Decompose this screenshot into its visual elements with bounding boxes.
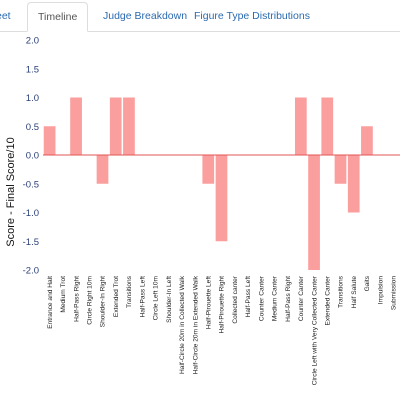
- x-category-label: Medium Trot: [60, 276, 67, 313]
- y-tick-label: 1.0: [26, 93, 39, 104]
- x-category-label: Half-Pass Left: [139, 276, 146, 318]
- x-category-label: Half-Pirouette Right: [219, 276, 226, 334]
- x-category-label: Half-Pass Left: [245, 276, 252, 318]
- x-category-label: Circle Right 10m: [86, 276, 93, 325]
- x-category-label: Half-Pirouette Left: [205, 276, 212, 329]
- tab-judge-breakdown[interactable]: Judge Breakdown: [103, 10, 188, 22]
- bar[interactable]: [294, 97, 307, 156]
- tab-timeline[interactable]: Timeline: [27, 2, 89, 32]
- x-category-label: Counter Canter: [258, 275, 265, 321]
- x-category-label: Extended Trot: [113, 276, 120, 317]
- y-tick-label: -1.5: [23, 237, 39, 248]
- bar[interactable]: [96, 155, 109, 184]
- bar[interactable]: [43, 126, 56, 155]
- bar[interactable]: [215, 155, 228, 242]
- x-category-label: Half-Pass Right: [73, 276, 80, 322]
- x-category-label: Impulsion: [377, 276, 384, 305]
- x-category-label: Half-Circle 20m in Collected Walk: [179, 275, 186, 374]
- x-category-label: Transitions: [126, 275, 133, 308]
- bars: [43, 97, 373, 270]
- x-category-label: Medium Canter: [272, 275, 279, 321]
- y-tick-label: -0.5: [23, 179, 39, 190]
- x-category-label: Circle Left 10m: [153, 275, 160, 320]
- x-category-label: Entrance and Halt: [47, 276, 54, 329]
- bar[interactable]: [202, 155, 215, 184]
- x-category-label: Collected canter: [232, 275, 239, 323]
- y-tick-label: 1.5: [26, 64, 39, 75]
- x-category-label: Circle Left with Very Collected Canter: [311, 275, 318, 385]
- x-category-label: Half-Circle 20m in Extended Walk: [192, 275, 199, 374]
- y-tick-label: -1.0: [23, 208, 39, 219]
- x-category-label: Gaits: [364, 275, 371, 291]
- x-category-label: Half-Pass Right: [285, 276, 292, 322]
- tab-figure-type-distributions[interactable]: Figure Type Distributions: [194, 10, 310, 22]
- tab-bar: eet Timeline Judge Breakdown Figure Type…: [0, 0, 400, 32]
- bar[interactable]: [334, 155, 347, 184]
- y-tick-label: 0.5: [26, 122, 39, 133]
- y-axis: 2.0 1.5 1.0 0.5 0.0 -0.5 -1.0 -1.5 -2.0: [23, 36, 39, 277]
- bar[interactable]: [109, 97, 122, 156]
- bar[interactable]: [347, 155, 360, 213]
- x-category-label: Extended Canter: [324, 275, 331, 325]
- bar[interactable]: [70, 97, 82, 156]
- x-category-label: Half Salute: [351, 276, 358, 309]
- timeline-chart: Score - Final Score/10 2.0 1.5 1.0 0.5 0.0 -0…: [5, 36, 400, 385]
- y-tick-label: 2.0: [26, 36, 39, 47]
- y-tick-label: 0.0: [26, 151, 39, 162]
- bar[interactable]: [123, 97, 135, 156]
- x-axis-labels: Entrance and Halt Medium Trot Half-Pass Ri…: [47, 275, 398, 385]
- y-axis-label: Score - Final Score/10: [5, 137, 17, 246]
- bar[interactable]: [308, 155, 320, 270]
- x-category-label: Submission: [391, 276, 398, 310]
- x-category-label: Counter Canter: [298, 275, 305, 321]
- bar[interactable]: [361, 126, 373, 155]
- x-category-label: Shoulder-In Right: [100, 276, 107, 327]
- x-category-label: Shoulder-In Left: [166, 276, 173, 323]
- y-tick-label: -2.0: [23, 266, 39, 277]
- tab-spreadsheet[interactable]: eet: [0, 10, 11, 22]
- bar[interactable]: [321, 97, 334, 156]
- x-category-label: Transitions: [338, 275, 345, 308]
